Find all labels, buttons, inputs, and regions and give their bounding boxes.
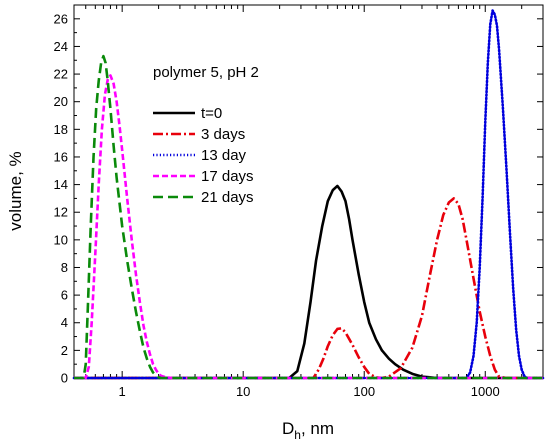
series-line-0 [74,184,543,380]
x-axis-title-suffix: , nm [301,419,334,438]
y-tick-label: 18 [54,122,68,137]
series-line-1 [74,197,543,380]
y-tick-label: 8 [61,260,68,275]
y-tick-label: 12 [54,205,68,220]
legend-label: 21 days [201,189,254,206]
y-tick-label: 14 [54,177,68,192]
legend-label: 3 days [201,126,245,143]
x-tick-label: 1000 [471,384,500,399]
chart-annotation: polymer 5, pH 2 [153,64,259,81]
y-axis-title: volume, % [6,151,25,230]
legend: t=0 3 days 13 day 17 days 21 days [153,105,254,206]
series-line-2 [72,9,545,380]
y-tick-label: 16 [54,149,68,164]
y-tick-label: 10 [54,232,68,247]
legend-label: t=0 [201,105,222,122]
y-tick-label: 2 [61,343,68,358]
y-tick-label: 20 [54,94,68,109]
y-tick-label: 0 [61,371,68,386]
x-tick-label: 1 [119,384,126,399]
y-tick-label: 4 [61,315,68,330]
y-tick-label: 26 [54,11,68,26]
y-tick-label: 24 [54,39,68,54]
x-axis-title: Dh, nm [282,419,334,442]
y-tick-label: 6 [61,288,68,303]
x-axis-title-main: D [282,419,294,438]
x-tick-label: 100 [353,384,375,399]
series-lines [72,9,545,380]
series-line-3 [74,74,543,380]
legend-label: 17 days [201,168,254,185]
series-line-4 [74,54,543,380]
x-axis-title-subscript: h [294,428,301,442]
legend-label: 13 day [201,147,247,164]
y-tick-label: 22 [54,67,68,82]
x-tick-label: 10 [236,384,250,399]
